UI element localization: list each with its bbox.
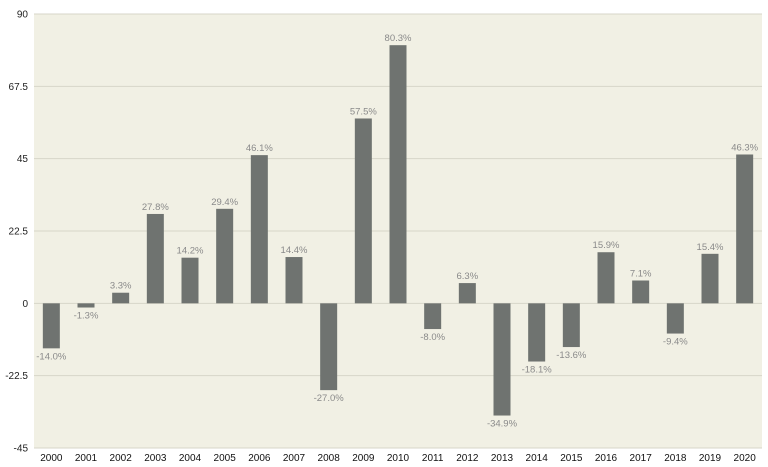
data-label-2016: 15.9% bbox=[593, 240, 620, 251]
bar-2018 bbox=[666, 303, 684, 334]
bar-2000 bbox=[42, 303, 60, 349]
x-tick-label: 2003 bbox=[144, 453, 167, 464]
data-label-2012: 6.3% bbox=[457, 271, 479, 282]
bar-2013 bbox=[493, 303, 511, 416]
x-tick-label: 2016 bbox=[595, 453, 618, 464]
x-tick-label: 2009 bbox=[352, 453, 375, 464]
bar-2009 bbox=[354, 118, 372, 304]
bar-2016 bbox=[597, 252, 615, 304]
x-tick-label: 2007 bbox=[283, 453, 306, 464]
data-label-2019: 15.4% bbox=[697, 242, 724, 253]
bar-2001 bbox=[77, 303, 95, 308]
x-tick-label: 2002 bbox=[110, 453, 133, 464]
x-tick-label: 2005 bbox=[214, 453, 237, 464]
data-label-2020: 46.3% bbox=[731, 142, 758, 153]
x-tick-label: 2011 bbox=[422, 453, 444, 464]
x-tick-label: 2013 bbox=[491, 453, 514, 464]
data-label-2005: 29.4% bbox=[211, 197, 238, 208]
x-tick-label: 2018 bbox=[664, 453, 687, 464]
x-tick-label: 2008 bbox=[318, 453, 341, 464]
y-tick-label: -45 bbox=[14, 444, 29, 455]
x-tick-label: 2000 bbox=[40, 453, 63, 464]
data-label-2001: -1.3% bbox=[74, 311, 99, 322]
data-label-2018: -9.4% bbox=[663, 337, 688, 348]
x-tick-label: 2006 bbox=[248, 453, 271, 464]
bar-2002 bbox=[112, 292, 130, 304]
data-label-2015: -13.6% bbox=[556, 350, 587, 361]
data-label-2008: -27.0% bbox=[314, 393, 345, 404]
data-label-2009: 57.5% bbox=[350, 106, 377, 117]
bar-2011 bbox=[424, 303, 442, 330]
y-tick-label: 45 bbox=[17, 154, 29, 165]
x-tick-label: 2017 bbox=[630, 453, 653, 464]
x-tick-label: 2010 bbox=[387, 453, 410, 464]
bar-2020 bbox=[736, 154, 754, 304]
x-tick-label: 2020 bbox=[734, 453, 757, 464]
x-tick-label: 2012 bbox=[456, 453, 479, 464]
data-label-2007: 14.4% bbox=[281, 245, 308, 256]
y-tick-label: 0 bbox=[22, 299, 28, 310]
y-tick-label: 67.5 bbox=[9, 82, 29, 93]
bar-2006 bbox=[250, 155, 268, 304]
x-tick-label: 2015 bbox=[560, 453, 583, 464]
bar-2004 bbox=[181, 257, 199, 304]
data-labels: -14.0% -1.3% 3.3% 27.8% 14.2% 29.4% 46.1% 14.4%… bbox=[36, 33, 758, 429]
data-label-2013: -34.9% bbox=[487, 419, 518, 430]
y-axis-ticks: 90 67.5 45 22.5 0 -22.5 -45 bbox=[5, 10, 28, 455]
y-tick-label: -22.5 bbox=[5, 371, 28, 382]
bar-2017 bbox=[632, 280, 650, 304]
y-tick-label: 90 bbox=[17, 10, 29, 21]
y-tick-label: 22.5 bbox=[9, 227, 29, 238]
x-tick-label: 2004 bbox=[179, 453, 202, 464]
data-label-2010: 80.3% bbox=[385, 33, 412, 44]
data-label-2011: -8.0% bbox=[420, 332, 445, 343]
data-label-2017: 7.1% bbox=[630, 269, 652, 280]
bar-2005 bbox=[216, 208, 234, 304]
x-tick-label: 2019 bbox=[699, 453, 722, 464]
data-label-2014: -18.1% bbox=[522, 365, 553, 376]
data-label-2006: 46.1% bbox=[246, 143, 273, 154]
bar-2003 bbox=[146, 213, 164, 304]
bar-2015 bbox=[562, 303, 580, 348]
bar-2010 bbox=[389, 45, 407, 304]
bar-2012 bbox=[458, 283, 476, 304]
x-tick-label: 2001 bbox=[75, 453, 98, 464]
bar-2019 bbox=[701, 253, 719, 304]
data-label-2004: 14.2% bbox=[177, 246, 204, 257]
bars bbox=[42, 45, 754, 416]
x-tick-label: 2014 bbox=[526, 453, 549, 464]
data-label-2002: 3.3% bbox=[110, 281, 132, 292]
bar-2007 bbox=[285, 257, 303, 304]
x-axis-ticks: 2000 2001 2002 2003 2004 2005 2006 2007 2008 2009… bbox=[40, 453, 756, 464]
bar-2014 bbox=[528, 303, 546, 362]
bar-2008 bbox=[320, 303, 338, 391]
data-label-2000: -14.0% bbox=[36, 351, 67, 362]
data-label-2003: 27.8% bbox=[142, 202, 169, 213]
